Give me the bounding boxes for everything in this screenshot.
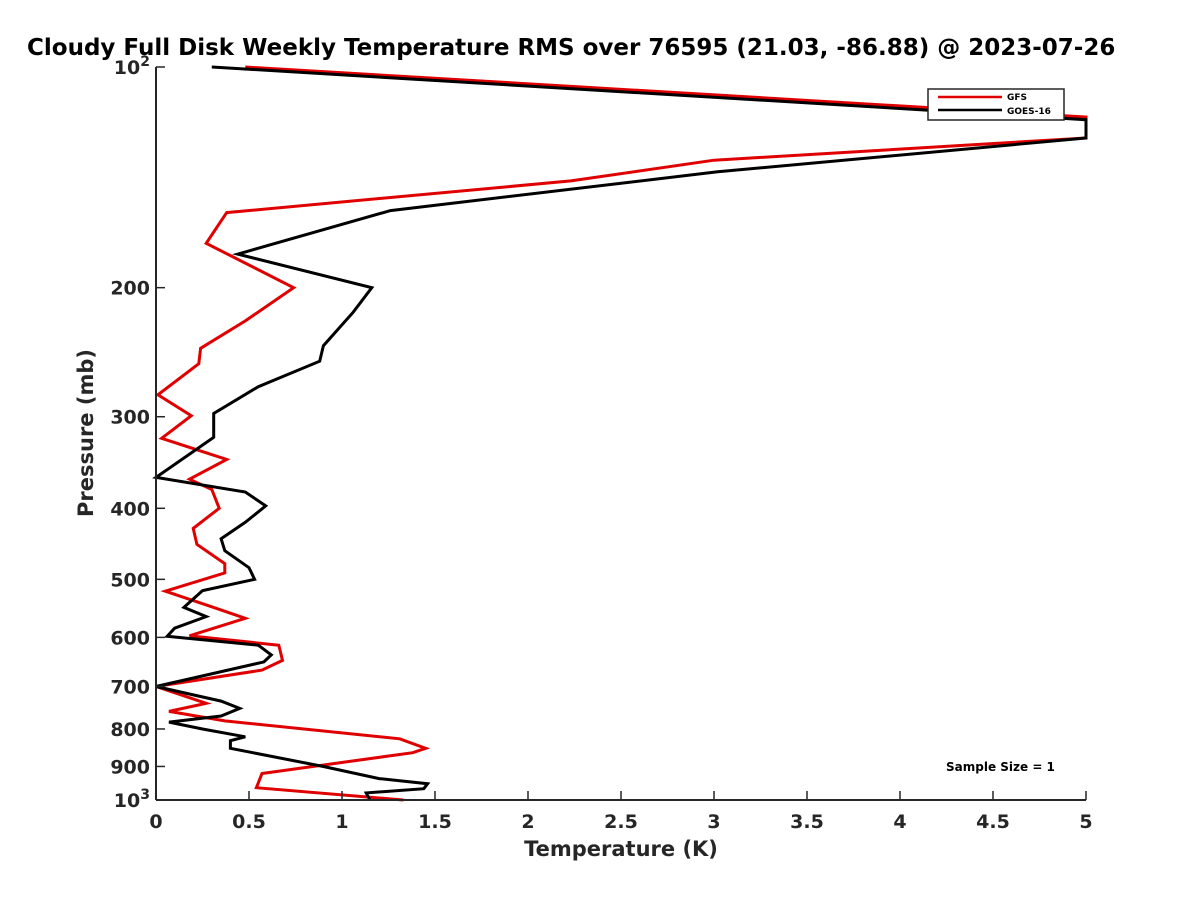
y-tick-label: 500: [110, 569, 150, 591]
x-tick-label: 0.5: [232, 811, 266, 833]
series-line-goes16: [152, 65, 1088, 801]
legend-label-goes16: GOES-16: [1007, 107, 1051, 117]
x-axis-label: Temperature (K): [524, 837, 718, 861]
sample-size-annotation: Sample Size = 1: [946, 760, 1055, 774]
y-tick-label: 900: [110, 756, 150, 778]
y-tick-label: 800: [110, 719, 150, 741]
x-tick-label: 5: [1079, 811, 1092, 833]
y-tick-label: 103: [114, 787, 150, 812]
x-tick-label: 2.5: [604, 811, 638, 833]
legend: GFS GOES-16: [927, 88, 1065, 121]
y-axis-label: Pressure (mb): [74, 349, 98, 517]
y-tick-label: 300: [110, 407, 150, 429]
y-tick-label: 600: [110, 627, 150, 649]
axes: 0 0.5 1 1.5 2 2.5 3 3.5 4 4.5 5 102 200 300 400 500 600 7…: [110, 54, 1092, 833]
x-tick-label: 0: [149, 811, 162, 833]
y-tick-label: 102: [114, 54, 150, 79]
legend-label-gfs: GFS: [1007, 93, 1027, 103]
x-tick-label: 1: [335, 811, 348, 833]
y-tick-label: 200: [110, 278, 150, 300]
series-line-gfs: [155, 65, 1088, 802]
x-tick-label: 3.5: [790, 811, 824, 833]
plot-area: [152, 65, 1088, 802]
y-tick-label: 700: [110, 676, 150, 698]
x-tick-label: 1.5: [418, 811, 452, 833]
chart-title: Cloudy Full Disk Weekly Temperature RMS …: [27, 35, 1115, 61]
x-tick-label: 3: [707, 811, 720, 833]
x-tick-label: 2: [521, 811, 534, 833]
x-tick-label: 4: [893, 811, 906, 833]
y-tick-label: 400: [110, 498, 150, 520]
plot-frame: [156, 67, 1086, 800]
x-tick-label: 4.5: [976, 811, 1010, 833]
legend-box: [927, 88, 1065, 121]
